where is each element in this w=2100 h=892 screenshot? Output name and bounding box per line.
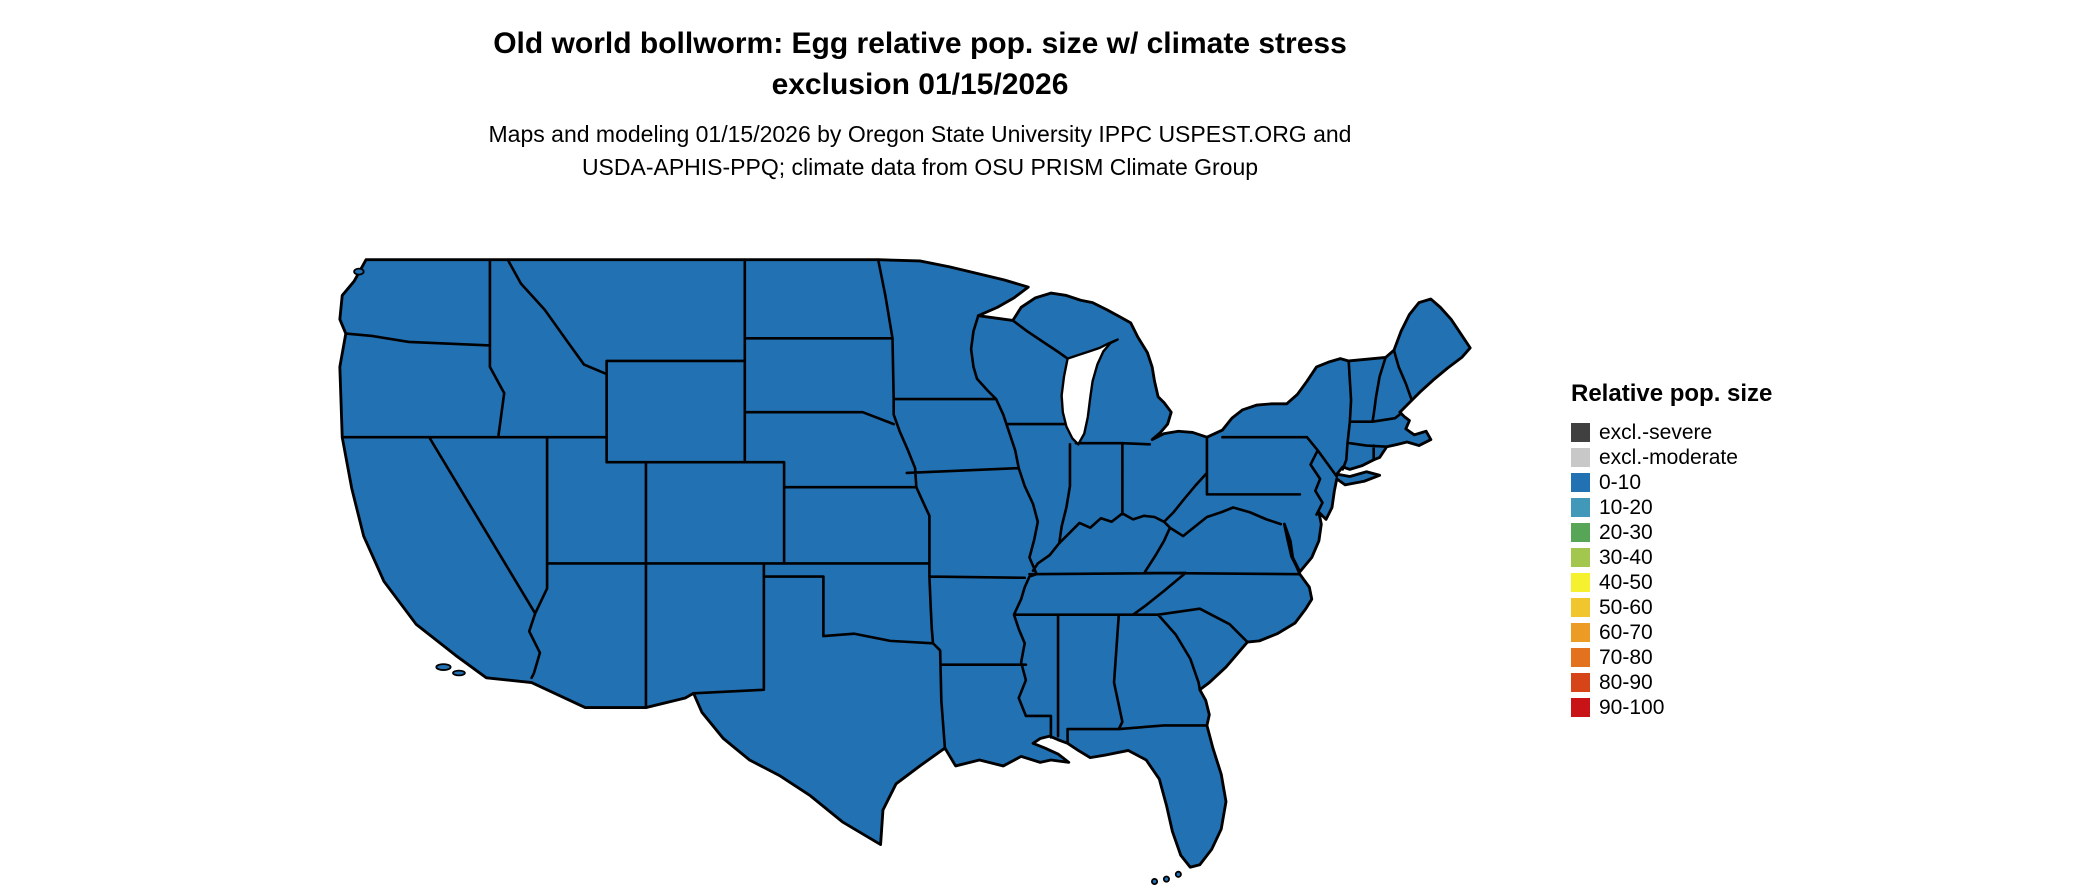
- legend-swatch: [1571, 448, 1590, 467]
- legend-swatch: [1571, 598, 1590, 617]
- florida-key-icon: [1151, 877, 1159, 885]
- legend-item-label: excl.-severe: [1599, 421, 1713, 444]
- title-line-1: Old world bollworm: Egg relative pop. si…: [493, 27, 1347, 60]
- legend-swatch: [1571, 473, 1590, 492]
- map-legend: Relative pop. size excl.-severe excl.-mo…: [1571, 380, 1831, 720]
- legend-item-60-70: 60-70: [1571, 620, 1831, 645]
- legend-item-label: 40-50: [1599, 571, 1653, 594]
- legend-swatch: [1571, 673, 1590, 692]
- legend-item-label: 30-40: [1599, 546, 1653, 569]
- page-subtitle: Maps and modeling 01/15/2026 by Oregon S…: [0, 118, 1840, 185]
- legend-item-90-100: 90-100: [1571, 695, 1831, 720]
- legend-item-20-30: 20-30: [1571, 520, 1831, 545]
- channel-island-icon: [452, 669, 466, 677]
- page-title: Old world bollworm: Egg relative pop. si…: [0, 24, 1840, 105]
- legend-item-excl-moderate: excl.-moderate: [1571, 445, 1831, 470]
- legend-item-80-90: 80-90: [1571, 670, 1831, 695]
- legend-item-label: 60-70: [1599, 621, 1653, 644]
- legend-item-70-80: 70-80: [1571, 645, 1831, 670]
- lake-michigan: [1060, 338, 1119, 446]
- legend-swatch: [1571, 498, 1590, 517]
- legend-item-0-10: 0-10: [1571, 470, 1831, 495]
- legend-item-30-40: 30-40: [1571, 545, 1831, 570]
- legend-title: Relative pop. size: [1571, 380, 1773, 407]
- legend-item-label: 50-60: [1599, 596, 1653, 619]
- florida-key-icon: [1162, 875, 1170, 883]
- coastal-islands: [353, 267, 1182, 885]
- state-borders: [340, 258, 1414, 750]
- legend-swatch: [1571, 698, 1590, 717]
- san-juan-island-icon: [353, 267, 365, 276]
- legend-item-label: 20-30: [1599, 521, 1653, 544]
- legend-swatch: [1571, 623, 1590, 642]
- legend-item-label: 80-90: [1599, 671, 1653, 694]
- legend-item-50-60: 50-60: [1571, 595, 1831, 620]
- legend-item-label: 0-10: [1599, 471, 1642, 494]
- legend-swatch: [1571, 423, 1590, 442]
- legend-item-10-20: 10-20: [1571, 495, 1831, 520]
- legend-item-40-50: 40-50: [1571, 570, 1831, 595]
- legend-swatch: [1571, 573, 1590, 592]
- legend-item-excl-severe: excl.-severe: [1571, 420, 1831, 445]
- legend-item-label: excl.-moderate: [1599, 446, 1738, 469]
- us-conus-map: [330, 224, 1480, 891]
- channel-island-icon: [435, 663, 452, 671]
- subtitle-line-1: Maps and modeling 01/15/2026 by Oregon S…: [488, 121, 1352, 147]
- legend-swatch: [1571, 548, 1590, 567]
- legend-swatch: [1571, 648, 1590, 667]
- subtitle-line-2: USDA-APHIS-PPQ; climate data from OSU PR…: [581, 154, 1259, 181]
- legend-item-label: 10-20: [1599, 496, 1653, 519]
- title-line-2: exclusion 01/15/2026: [771, 67, 1069, 101]
- florida-key-icon: [1174, 870, 1182, 878]
- legend-item-label: 70-80: [1599, 646, 1653, 669]
- legend-item-label: 90-100: [1599, 696, 1665, 719]
- us-map-svg: [338, 258, 1472, 885]
- legend-swatch: [1571, 523, 1590, 542]
